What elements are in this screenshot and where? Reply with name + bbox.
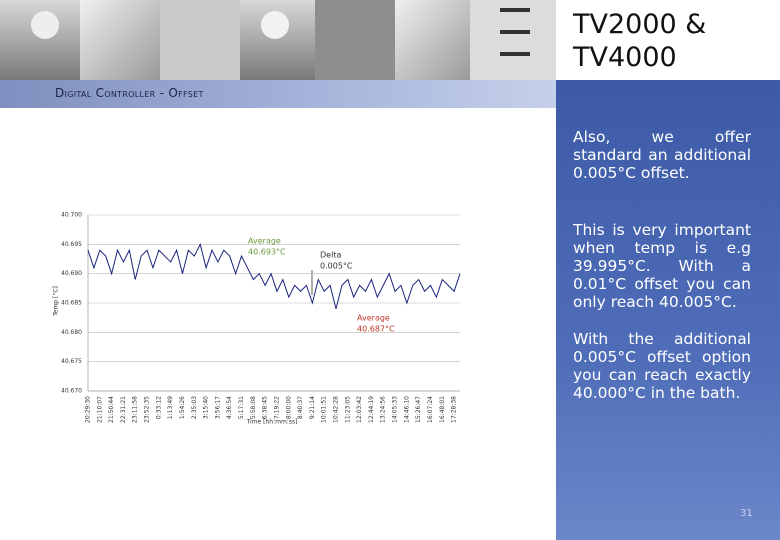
annotation: 0.005°C [320, 262, 353, 271]
x-tick-label: 21:50:44 [108, 396, 115, 423]
x-tick-label: 12:03:42 [356, 396, 363, 423]
paragraph: Also, we offer standard an additional 0.… [573, 128, 751, 182]
paragraph: With the additional 0.005°C offset optio… [573, 330, 751, 402]
y-tick-label: 40.695 [61, 241, 82, 248]
x-tick-label: 7:19:22 [273, 396, 280, 419]
subtitle-band [0, 80, 556, 108]
x-tick-label: 21:10:07 [96, 396, 103, 423]
x-tick-label: 14:46:10 [403, 396, 410, 423]
x-tick-label: 15:26:47 [415, 396, 422, 423]
data-line [87, 242, 461, 309]
header-collage [0, 0, 556, 80]
annotation: Average [248, 237, 281, 246]
annotation: 40.687°C [357, 325, 395, 334]
x-tick-label: 11:23:05 [344, 396, 351, 423]
x-tick-label: 1:13:49 [167, 396, 174, 419]
x-tick-label: 9:21:14 [309, 396, 316, 419]
page-number: 31 [740, 508, 753, 519]
y-tick-label: 40.685 [61, 300, 82, 307]
y-tick-label: 40.700 [61, 212, 82, 219]
x-tick-label: 3:15:40 [203, 396, 210, 419]
y-tick-label: 40.680 [61, 329, 82, 336]
x-tick-label: 8:40:37 [297, 396, 304, 419]
x-tick-label: 14:05:33 [392, 396, 399, 423]
x-tick-label: 22:31:21 [120, 396, 127, 423]
y-tick-label: 40.675 [61, 358, 82, 365]
x-tick-label: 16:48:01 [439, 396, 446, 423]
x-tick-label: 10:42:28 [333, 396, 340, 423]
x-tick-label: 6:38:45 [262, 396, 269, 419]
x-tick-label: 23:52:35 [144, 396, 151, 423]
y-axis-title: Temp [°C] [53, 286, 60, 317]
x-tick-label: 5:58:08 [250, 396, 257, 419]
annotation: Delta [320, 251, 341, 260]
x-tick-label: 0:33:12 [155, 396, 162, 419]
slide-subtitle: Digital Controller - Offset [55, 86, 204, 100]
x-tick-label: 2:35:03 [191, 396, 198, 419]
y-tick-label: 40.690 [61, 270, 82, 277]
x-tick-label: 10:01:51 [321, 396, 328, 423]
x-tick-label: 16:07:24 [427, 396, 434, 423]
x-tick-label: 23:11:58 [132, 396, 139, 423]
chart: Temp [°C] Time [hh:mm:ss] 40.700 40.695 40… [53, 212, 461, 426]
y-tick-label: 40.670 [61, 388, 82, 395]
x-tick-label: 13:24:56 [380, 396, 387, 423]
annotation: 40.693°C [248, 248, 286, 257]
x-tick-label: 8:00:00 [285, 396, 292, 419]
x-tick-label: 20:29:30 [85, 396, 92, 423]
side-panel [556, 80, 780, 540]
x-tick-label: 12:44:19 [368, 396, 375, 423]
paragraph: This is very important when temp is e.g … [573, 221, 751, 311]
x-tick-label: 5:17:31 [238, 396, 245, 419]
slide-title: TV2000 & TV4000 [573, 9, 707, 73]
annotation: Average [357, 314, 390, 323]
x-tick-label: 3:56:17 [214, 396, 221, 419]
x-axis-title: Time [hh:mm:ss] [246, 419, 298, 426]
x-tick-label: 4:36:54 [226, 396, 233, 419]
x-tick-label: 1:54:26 [179, 396, 186, 419]
x-tick-label: 17:28:38 [451, 396, 458, 423]
